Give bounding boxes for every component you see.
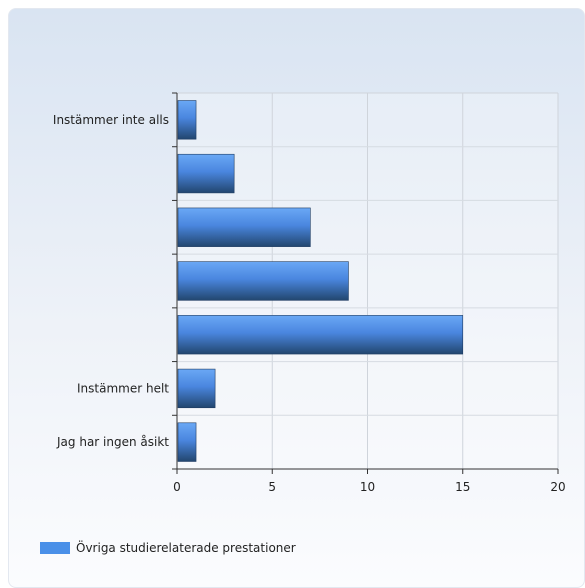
legend-swatch	[40, 542, 70, 554]
x-tick-label: 20	[550, 480, 565, 494]
legend-label: Övriga studierelaterade prestationer	[76, 541, 296, 555]
legend: Övriga studierelaterade prestationer	[40, 541, 296, 555]
x-tick-label: 15	[455, 480, 470, 494]
bars	[177, 100, 464, 462]
x-tick-label: 10	[360, 480, 375, 494]
x-tick-label: 0	[173, 480, 181, 494]
bar	[177, 100, 197, 140]
x-tick-label: 5	[268, 480, 276, 494]
bar	[177, 153, 235, 194]
category-label: Instämmer inte alls	[53, 113, 169, 127]
bar	[177, 422, 197, 462]
bar	[177, 315, 464, 355]
bar	[177, 368, 216, 409]
bar	[177, 261, 349, 301]
category-label: Jag har ingen åsikt	[56, 435, 169, 449]
category-label: Instämmer helt	[77, 381, 169, 395]
axes	[172, 92, 559, 474]
bar	[177, 207, 311, 247]
tick-labels: 0 5 10 15 20 Instämmer inte alls Instämmer hel…	[53, 113, 566, 494]
